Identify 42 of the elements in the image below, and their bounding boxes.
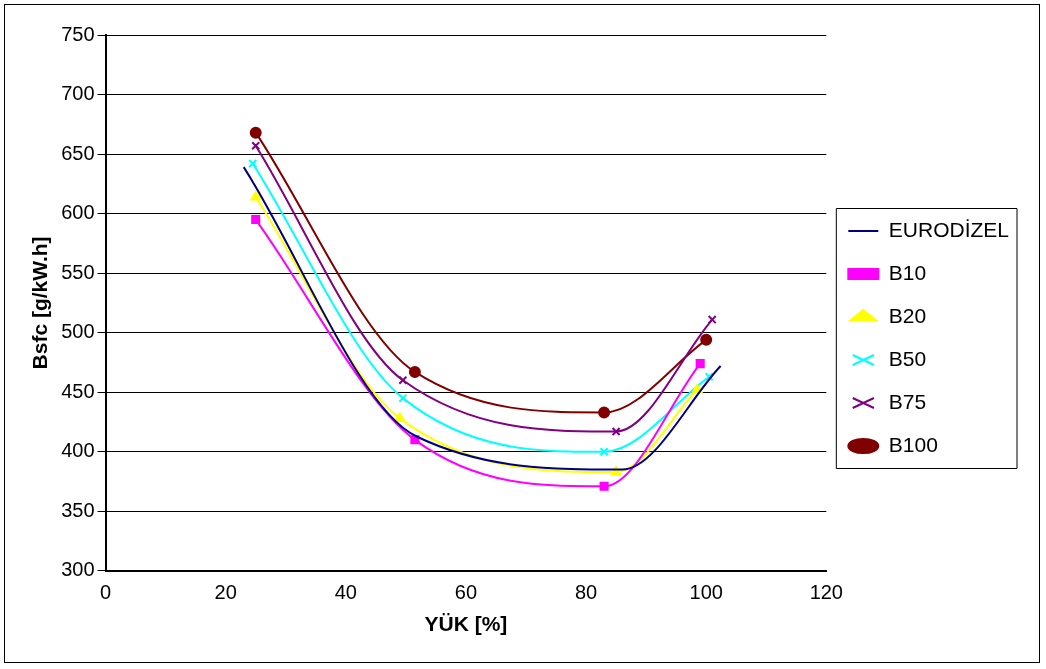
- point: [394, 412, 406, 422]
- y-axis-title: Bsfc [g/kW.h]: [28, 236, 52, 370]
- legend-label: B100: [888, 432, 938, 456]
- point: [251, 141, 261, 151]
- y-tick-label: 600: [61, 201, 95, 224]
- point: [398, 393, 408, 403]
- point: [250, 190, 262, 201]
- legend-label: B50: [888, 346, 927, 370]
- y-tick-label: 500: [61, 320, 95, 343]
- legend-label: B20: [888, 303, 927, 327]
- x-axis-title: YÜK [%]: [424, 612, 508, 636]
- y-tick-label: 300: [61, 558, 95, 581]
- x-tick-label: 20: [214, 581, 237, 604]
- x-tick-label: 80: [574, 581, 598, 604]
- y-tick-label: 700: [61, 82, 95, 105]
- x-tick-label: 100: [689, 581, 723, 604]
- point: [704, 372, 714, 382]
- point: [707, 315, 717, 325]
- point: [248, 159, 258, 169]
- x-tick-label: 40: [334, 581, 357, 604]
- legend-label: B75: [888, 389, 927, 413]
- x-tick-label: 0: [100, 581, 112, 604]
- point: [611, 426, 621, 437]
- y-tick-label: 350: [61, 498, 95, 521]
- point: [695, 359, 705, 369]
- point: [599, 481, 609, 491]
- x-tick-label: 120: [809, 581, 843, 604]
- point: [408, 365, 421, 378]
- x-tick-label: 60: [454, 581, 478, 604]
- point: [598, 406, 611, 419]
- y-tick-label: 450: [61, 379, 95, 402]
- point: [251, 215, 261, 225]
- y-tick-label: 400: [61, 439, 95, 462]
- point: [249, 126, 262, 139]
- legend-label: EURODİZEL: [888, 217, 1009, 241]
- y-tick-label: 650: [61, 141, 95, 164]
- legend-label: B10: [888, 260, 927, 284]
- y-tick-label: 550: [61, 260, 95, 283]
- point: [599, 447, 609, 457]
- y-tick-label: 750: [61, 22, 95, 45]
- point: [398, 375, 408, 385]
- point: [700, 333, 713, 346]
